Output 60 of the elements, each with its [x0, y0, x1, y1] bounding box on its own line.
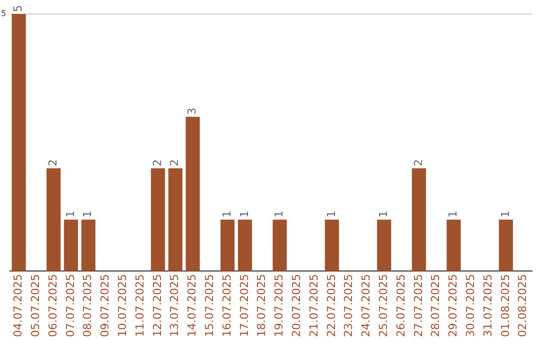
data-label: 2	[150, 159, 164, 166]
x-tick-label: 25.07.2025	[376, 274, 390, 338]
data-label: 1	[324, 210, 338, 218]
data-label: 2	[412, 159, 425, 166]
data-label: 1	[272, 210, 286, 218]
bar	[46, 168, 61, 272]
data-label: 1	[64, 210, 77, 218]
x-tick-label: 14.07.2025	[186, 274, 199, 338]
x-tick-label: 15.07.2025	[203, 274, 216, 338]
data-label: 1	[238, 210, 251, 218]
bar	[238, 220, 252, 272]
bar	[150, 168, 166, 272]
x-tick-label: 13.07.2025	[168, 274, 182, 338]
x-tick-label: 17.07.2025	[238, 274, 251, 338]
data-label: 1	[81, 210, 94, 218]
data-label: 1	[220, 210, 234, 218]
x-tick-label: 12.07.2025	[150, 274, 164, 338]
x-tick-label: 18.07.2025	[255, 274, 268, 338]
data-label: 1	[498, 210, 512, 218]
x-tick-label: 22.07.2025	[324, 274, 338, 338]
x-tick-label: 23.07.2025	[342, 274, 356, 338]
bar	[186, 116, 200, 272]
bar	[64, 220, 78, 272]
bar	[446, 220, 461, 272]
x-tick-label: 10.07.2025	[116, 274, 130, 338]
bar	[168, 168, 182, 272]
x-tick-label: 05.07.2025	[29, 274, 42, 338]
bar	[272, 220, 287, 272]
x-tick-label: 29.07.2025	[446, 274, 460, 338]
x-tick-label: 27.07.2025	[412, 274, 425, 338]
x-tick-label: 28.07.2025	[429, 274, 442, 338]
x-tick-label: 08.07.2025	[81, 274, 94, 338]
x-tick-label: 26.07.2025	[394, 274, 408, 338]
bar	[12, 14, 26, 272]
data-label: 1	[376, 210, 390, 218]
bar	[220, 220, 235, 272]
x-tick-label: 20.07.2025	[290, 274, 303, 338]
data-label: 3	[186, 108, 199, 115]
x-tick-label: 07.07.2025	[64, 274, 77, 338]
x-tick-label: 19.07.2025	[272, 274, 286, 338]
data-label: 5	[12, 5, 25, 12]
x-tick-label: 06.07.2025	[46, 274, 60, 338]
x-tick-label: 11.07.2025	[133, 274, 146, 338]
data-label: 1	[446, 210, 460, 218]
x-tick-label: 04.07.2025	[12, 274, 25, 338]
bar	[81, 220, 96, 272]
data-label: 2	[168, 159, 182, 166]
x-tick-label: 24.07.2025	[360, 274, 373, 338]
x-tick-label: 01.08.2025	[498, 274, 512, 338]
data-label: 2	[46, 159, 60, 166]
x-tick-label: 31.07.2025	[481, 274, 494, 338]
bar	[377, 220, 392, 272]
bar	[412, 168, 426, 272]
bar	[324, 220, 339, 272]
x-tick-label: 21.07.2025	[307, 274, 320, 338]
x-tick-label: 02.08.2025	[516, 274, 530, 338]
x-tick-label: 30.07.2025	[464, 274, 477, 338]
bar	[498, 220, 513, 272]
x-tick-label: 09.07.2025	[98, 274, 112, 338]
x-tick-label: 16.07.2025	[220, 274, 234, 338]
